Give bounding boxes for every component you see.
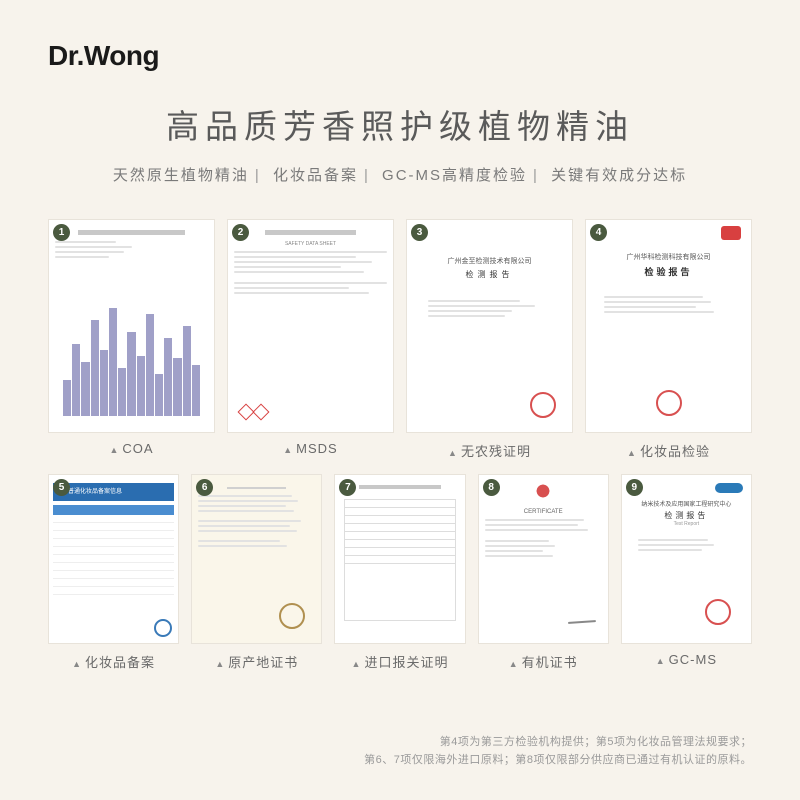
number-badge: 4 <box>590 224 607 241</box>
certificates-row-1: 1 COA 2 SAFETY DATA SHEET <box>48 219 752 460</box>
headline: 高品质芳香照护级植物精油 <box>48 100 752 148</box>
brand-logo: Dr.Wong <box>48 40 752 72</box>
certificates-row-2: 5 国产普通化妆品备案信息 化妆品备案 6 <box>48 474 752 672</box>
subhead-item: 天然原生植物精油 <box>113 167 249 184</box>
certificate-thumbnail-msds: 2 SAFETY DATA SHEET <box>227 219 394 433</box>
number-badge: 2 <box>232 224 249 241</box>
certificate-caption: 有机证书 <box>509 652 578 671</box>
certificate-card: 5 国产普通化妆品备案信息 化妆品备案 <box>48 474 179 672</box>
certificate-caption: GC-MS <box>656 652 717 667</box>
certificate-thumbnail-organic: 8 CERTIFICATE <box>478 474 609 645</box>
number-badge: 8 <box>483 479 500 496</box>
certificate-thumbnail-gcms: 9 纳米技术及应用国家工程研究中心 检测报告 Test Report <box>621 474 752 645</box>
certificate-caption: COA <box>109 441 153 456</box>
number-badge: 1 <box>53 224 70 241</box>
footnote-line: 第6、7项仅限海外进口原料；第8项仅限部分供应商已通过有机认证的原料。 <box>364 751 752 770</box>
subhead-item: GC-MS高精度检验 <box>382 167 527 184</box>
certificate-caption: 原产地证书 <box>215 652 298 671</box>
certificate-card: 1 COA <box>48 219 215 460</box>
certificate-caption: MSDS <box>283 441 337 456</box>
doc-title: 广州金至检测技术有限公司 <box>413 256 566 266</box>
doc-subtitle: 检测报告 <box>628 510 745 521</box>
certificate-card: 4 广州华科检测科技有限公司 检验报告 化妆品检验 <box>585 219 752 460</box>
subheadline: 天然原生植物精油| 化妆品备案| GC-MS高精度检验| 关键有效成分达标 <box>48 164 752 185</box>
certificate-thumbnail-import-customs: 7 <box>334 474 465 645</box>
certificate-caption: 化妆品检验 <box>627 441 710 460</box>
certificate-card: 6 原产地证书 <box>191 474 322 672</box>
number-badge: 9 <box>626 479 643 496</box>
certificate-caption: 化妆品备案 <box>72 652 155 671</box>
subhead-item: 化妆品备案 <box>273 167 358 184</box>
number-badge: 6 <box>196 479 213 496</box>
certificate-card: 8 CERTIFICATE 有机证书 <box>478 474 609 672</box>
certificate-card: 2 SAFETY DATA SHEET MSDS <box>227 219 394 460</box>
certificate-thumbnail-cosmetic-test: 4 广州华科检测科技有限公司 检验报告 <box>585 219 752 433</box>
certificate-thumbnail-cosmetic-filing: 5 国产普通化妆品备案信息 <box>48 474 179 645</box>
certificate-caption: 进口报关证明 <box>352 652 449 671</box>
doc-title: 纳米技术及应用国家工程研究中心 <box>628 499 745 508</box>
number-badge: 3 <box>411 224 428 241</box>
certificate-card: 9 纳米技术及应用国家工程研究中心 检测报告 Test Report GC-MS <box>621 474 752 672</box>
doc-title: 广州华科检测科技有限公司 <box>592 252 745 262</box>
footnote-line: 第4项为第三方检验机构提供；第5项为化妆品管理法规要求； <box>364 733 752 752</box>
number-badge: 5 <box>53 479 70 496</box>
certificate-thumbnail-coa: 1 <box>48 219 215 433</box>
doc-banner: 国产普通化妆品备案信息 <box>53 483 174 501</box>
doc-subtitle: 检测报告 <box>413 269 566 280</box>
certificate-card: 3 广州金至检测技术有限公司 检测报告 无农残证明 <box>406 219 573 460</box>
certificate-thumbnail-pesticide-free: 3 广州金至检测技术有限公司 检测报告 <box>406 219 573 433</box>
certificate-card: 7 进口报关证明 <box>334 474 465 672</box>
certificate-caption: 无农残证明 <box>448 441 531 460</box>
certificate-thumbnail-origin: 6 <box>191 474 322 645</box>
subhead-item: 关键有效成分达标 <box>551 167 687 184</box>
doc-subtitle: 检验报告 <box>592 265 745 278</box>
footnote: 第4项为第三方检验机构提供；第5项为化妆品管理法规要求； 第6、7项仅限海外进口… <box>364 733 752 770</box>
